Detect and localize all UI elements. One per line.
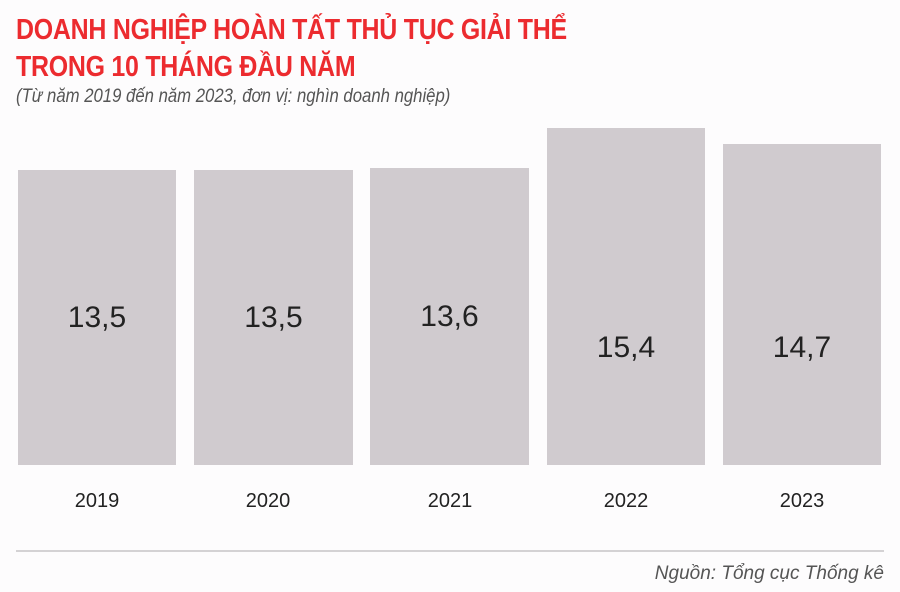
x-tick-2019: 2019: [74, 490, 120, 512]
x-tick-2020: 2020: [245, 490, 291, 512]
source-note: Nguồn: Tổng cục Thống kê: [654, 563, 884, 584]
bar-value: 14,7: [772, 331, 832, 364]
x-tick-2023: 2023: [779, 490, 825, 512]
footer-divider: [16, 550, 884, 552]
bar-2022: 15,4: [547, 128, 705, 465]
chart-subtitle: (Từ năm 2019 đến năm 2023, đơn vị: nghìn…: [16, 86, 451, 107]
bar-value: 15,4: [596, 331, 656, 364]
x-tick-2021: 2021: [427, 490, 473, 512]
bar-2020: 13,5: [194, 170, 353, 465]
bar-2023: 14,7: [723, 144, 881, 465]
bar-value: 13,5: [67, 300, 127, 334]
bar-value: 13,6: [420, 299, 479, 333]
chart-title-line-2: TRONG 10 THÁNG ĐẦU NĂM: [16, 51, 356, 83]
bar-2019: 13,5: [18, 170, 176, 465]
bar-value: 13,5: [244, 300, 303, 334]
bar-2021: 13,6: [370, 168, 529, 465]
chart-title-line-1: DOANH NGHIỆP HOÀN TẤT THỦ TỤC GIẢI THỂ: [16, 14, 567, 46]
x-tick-2022: 2022: [603, 490, 649, 512]
